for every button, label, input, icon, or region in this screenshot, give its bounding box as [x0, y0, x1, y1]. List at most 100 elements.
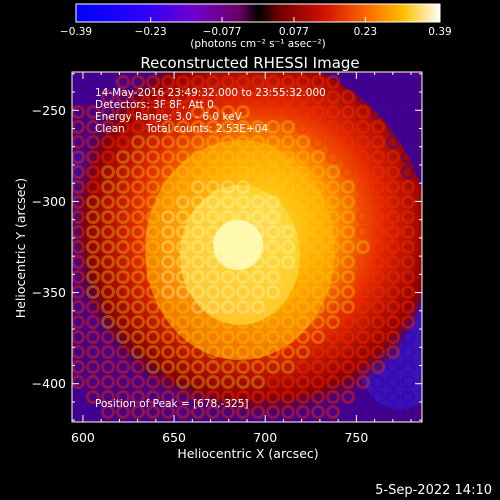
image-ripple — [356, 390, 370, 404]
image-ripple — [86, 345, 100, 359]
image-ripple — [86, 285, 100, 299]
image-ripple — [296, 195, 310, 209]
image-ripple — [281, 90, 295, 104]
image-ripple — [266, 90, 280, 104]
image-ripple — [221, 75, 235, 89]
image-ripple — [161, 240, 175, 254]
image-ripple — [401, 150, 415, 164]
image-ripple — [356, 150, 370, 164]
image-ripple — [371, 315, 385, 329]
image-ripple — [281, 390, 295, 404]
image-ripple — [101, 180, 115, 194]
image-ripple — [296, 315, 310, 329]
x-tick-label: 750 — [344, 430, 368, 445]
image-ripple — [116, 135, 130, 149]
image-ripple — [206, 345, 220, 359]
image-ripple — [116, 225, 130, 239]
image-ripple — [206, 315, 220, 329]
image-ripple — [401, 300, 415, 314]
image-ripple — [131, 75, 145, 89]
image-ripple — [116, 75, 130, 89]
image-ripple — [236, 75, 250, 89]
image-ripple — [326, 75, 340, 89]
image-ripple — [146, 360, 160, 374]
image-ripple — [221, 165, 235, 179]
image-ripple — [236, 255, 250, 269]
image-ripple — [116, 315, 130, 329]
image-ripple — [326, 180, 340, 194]
image-ripple — [206, 150, 220, 164]
image-ripple — [191, 390, 205, 404]
image-ripple — [356, 255, 370, 269]
image-ripple — [386, 90, 400, 104]
y-axis-label: Heliocentric Y (arcsec) — [13, 178, 28, 318]
image-ripple — [146, 375, 160, 389]
image-ripple — [131, 165, 145, 179]
image-ripple — [146, 135, 160, 149]
image-ripple — [266, 255, 280, 269]
image-ripple — [356, 75, 370, 89]
image-ripple — [356, 225, 370, 239]
image-ripple — [161, 390, 175, 404]
image-ripple — [281, 180, 295, 194]
image-ripple — [236, 90, 250, 104]
image-ripple — [176, 330, 190, 344]
date-stamp: 5-Sep-2022 14:10 — [375, 483, 492, 498]
image-ripple — [281, 150, 295, 164]
image-ripple — [131, 120, 145, 134]
image-ripple — [371, 360, 385, 374]
colorbar-tick-label: −0.23 — [135, 26, 167, 38]
image-ripple — [101, 150, 115, 164]
image-ripple — [386, 345, 400, 359]
image-ripple — [101, 330, 115, 344]
image-ripple — [206, 225, 220, 239]
image-ripple — [386, 225, 400, 239]
image-ripple — [281, 75, 295, 89]
image-ripple — [356, 210, 370, 224]
annotation-peak-position: Position of Peak = [678,-325] — [95, 398, 249, 410]
image-ripple — [266, 210, 280, 224]
image-ripple — [341, 360, 355, 374]
image-ripple — [86, 120, 100, 134]
image-ripple — [131, 315, 145, 329]
image-ripple — [401, 405, 415, 419]
image-ripple — [176, 105, 190, 119]
image-ripple — [116, 330, 130, 344]
image-ripple — [296, 360, 310, 374]
image-ripple — [341, 165, 355, 179]
image-ripple — [86, 210, 100, 224]
image-ripple — [206, 195, 220, 209]
image-ripple — [176, 405, 190, 419]
image-ripple — [251, 135, 265, 149]
image-ripple — [146, 285, 160, 299]
image-ripple — [221, 225, 235, 239]
image-ripple — [386, 285, 400, 299]
image-ripple — [296, 165, 310, 179]
image-ripple — [251, 390, 265, 404]
image-ripple — [146, 390, 160, 404]
image-ripple — [266, 300, 280, 314]
image-ripple — [86, 195, 100, 209]
image-ripple — [266, 405, 280, 419]
image-ripple — [281, 345, 295, 359]
image-ripple — [161, 330, 175, 344]
image-ripple — [311, 255, 325, 269]
image-ripple — [116, 105, 130, 119]
image-ripple — [326, 405, 340, 419]
image-ripple — [356, 135, 370, 149]
image-ripple — [371, 210, 385, 224]
image-ripple — [311, 345, 325, 359]
image-ripple — [281, 195, 295, 209]
image-ripple — [191, 315, 205, 329]
image-ripple — [236, 195, 250, 209]
image-ripple — [296, 255, 310, 269]
image-ripple — [341, 345, 355, 359]
image-ripple — [386, 375, 400, 389]
image-ripple — [161, 75, 175, 89]
image-ripple — [266, 240, 280, 254]
image-ripple — [371, 285, 385, 299]
image-ripple — [146, 330, 160, 344]
image-ripple — [206, 165, 220, 179]
image-ripple — [386, 360, 400, 374]
